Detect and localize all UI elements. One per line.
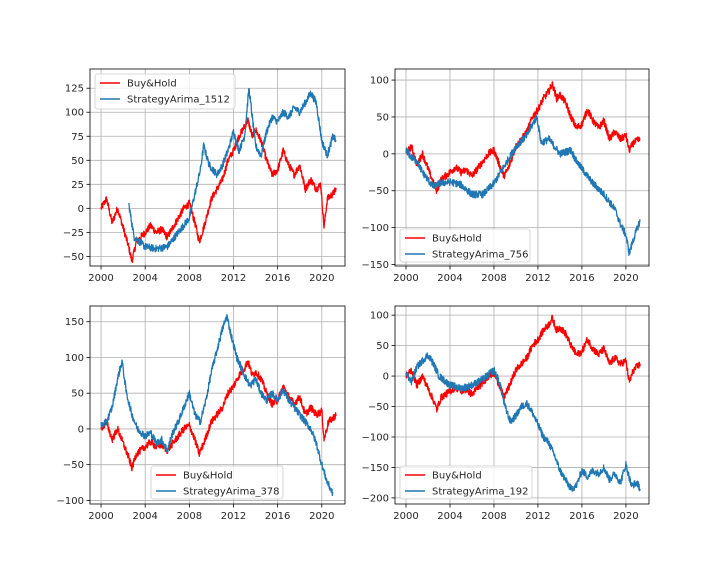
x-tick-label: 2000 <box>88 511 113 522</box>
y-tick-label: −150 <box>362 260 389 271</box>
x-tick-label: 2016 <box>569 273 594 284</box>
y-tick-label: −150 <box>362 463 389 474</box>
y-tick-label: −50 <box>368 186 389 197</box>
x-tick-label: 2008 <box>481 511 506 522</box>
y-tick-label: 0 <box>383 149 389 160</box>
legend-label: Buy&Hold <box>432 234 482 245</box>
legend: Buy&Hold StrategyArima_378 <box>150 465 284 500</box>
legend-label: StrategyArima_1512 <box>127 95 230 106</box>
y-tick-label: 100 <box>65 108 84 119</box>
y-tick-label: −100 <box>362 432 389 443</box>
legend-label: StrategyArima_378 <box>183 487 280 498</box>
x-tick-label: 2000 <box>88 273 113 284</box>
legend: Buy&Hold StrategyArima_756 <box>399 228 531 263</box>
legend-label: Buy&Hold <box>127 79 177 90</box>
x-tick-label: 2020 <box>309 511 334 522</box>
series-line-strategy <box>100 313 334 497</box>
series-line-strategy <box>128 88 337 253</box>
y-tick-label: 100 <box>65 353 84 364</box>
x-tick-label: 2012 <box>221 511 246 522</box>
x-tick-label: 2016 <box>265 273 290 284</box>
legend: Buy&Hold StrategyArima_192 <box>399 465 533 500</box>
x-tick-label: 2016 <box>265 511 290 522</box>
legend-label: StrategyArima_192 <box>432 487 529 498</box>
y-tick-label: 50 <box>71 156 84 167</box>
axes-frame <box>394 305 650 505</box>
legend-box <box>94 73 236 110</box>
x-tick-label: 2012 <box>525 511 550 522</box>
y-tick-label: −50 <box>63 460 84 471</box>
axes-frame <box>394 68 650 267</box>
y-tick-label: 0 <box>383 372 389 383</box>
x-tick-label: 2004 <box>437 273 462 284</box>
series-line-buy-hold <box>405 314 641 413</box>
legend-label: StrategyArima_756 <box>432 250 529 261</box>
y-tick-label: −50 <box>63 252 84 263</box>
y-tick-label: 50 <box>376 112 389 123</box>
series-line-buy-hold <box>405 81 641 195</box>
x-tick-label: 2000 <box>393 273 418 284</box>
chart-panel-2: 2000 2004 2008 2012 2016 2020 −150 −100 −50 0 50 10… <box>362 68 650 284</box>
x-tick-label: 2004 <box>132 273 157 284</box>
y-tick-label: 125 <box>65 84 84 95</box>
y-tick-label: 75 <box>71 132 84 143</box>
y-tick-label: 150 <box>65 317 84 328</box>
chart-panel-4: 2000 2004 2008 2012 2016 2020 −200 −150 −100 −50 0… <box>362 305 650 522</box>
x-tick-label: 2020 <box>613 273 638 284</box>
x-tick-label: 2012 <box>525 273 550 284</box>
legend-label: Buy&Hold <box>183 471 233 482</box>
legend-box <box>150 465 284 500</box>
y-tick-label: 0 <box>78 204 84 215</box>
x-tick-label: 2004 <box>437 511 462 522</box>
chart-panel-1: 2000 2004 2008 2012 2016 2020 −50 −25 0 25 50 75 100… <box>63 68 346 284</box>
y-tick-label: −100 <box>57 496 84 507</box>
axes-frame <box>89 305 346 505</box>
y-tick-label: 100 <box>370 311 389 322</box>
legend-box <box>399 465 533 500</box>
x-tick-label: 2008 <box>177 273 202 284</box>
x-tick-label: 2008 <box>177 511 202 522</box>
x-tick-label: 2008 <box>481 273 506 284</box>
legend-label: Buy&Hold <box>432 471 482 482</box>
series-line-strategy <box>405 352 641 492</box>
y-tick-label: −100 <box>362 223 389 234</box>
series-line-buy-hold <box>100 360 337 472</box>
series-line-strategy <box>405 114 641 256</box>
legend-box <box>399 228 531 263</box>
x-tick-label: 2012 <box>221 273 246 284</box>
x-tick-label: 2016 <box>569 511 594 522</box>
y-tick-label: 100 <box>370 76 389 87</box>
y-tick-label: 0 <box>78 424 84 435</box>
x-tick-label: 2000 <box>393 511 418 522</box>
y-tick-label: −50 <box>368 402 389 413</box>
x-tick-label: 2020 <box>613 511 638 522</box>
y-tick-label: 50 <box>71 389 84 400</box>
x-tick-label: 2020 <box>309 273 334 284</box>
legend: Buy&Hold StrategyArima_1512 <box>94 73 236 110</box>
y-tick-label: 25 <box>71 180 84 191</box>
axes-frame <box>89 68 346 267</box>
x-tick-label: 2004 <box>132 511 157 522</box>
y-tick-label: −200 <box>362 493 389 504</box>
y-tick-label: 50 <box>376 341 389 352</box>
chart-panel-3: 2000 2004 2008 2012 2016 2020 −100 −50 0 50 100 150… <box>57 305 346 522</box>
y-tick-label: −25 <box>63 228 84 239</box>
